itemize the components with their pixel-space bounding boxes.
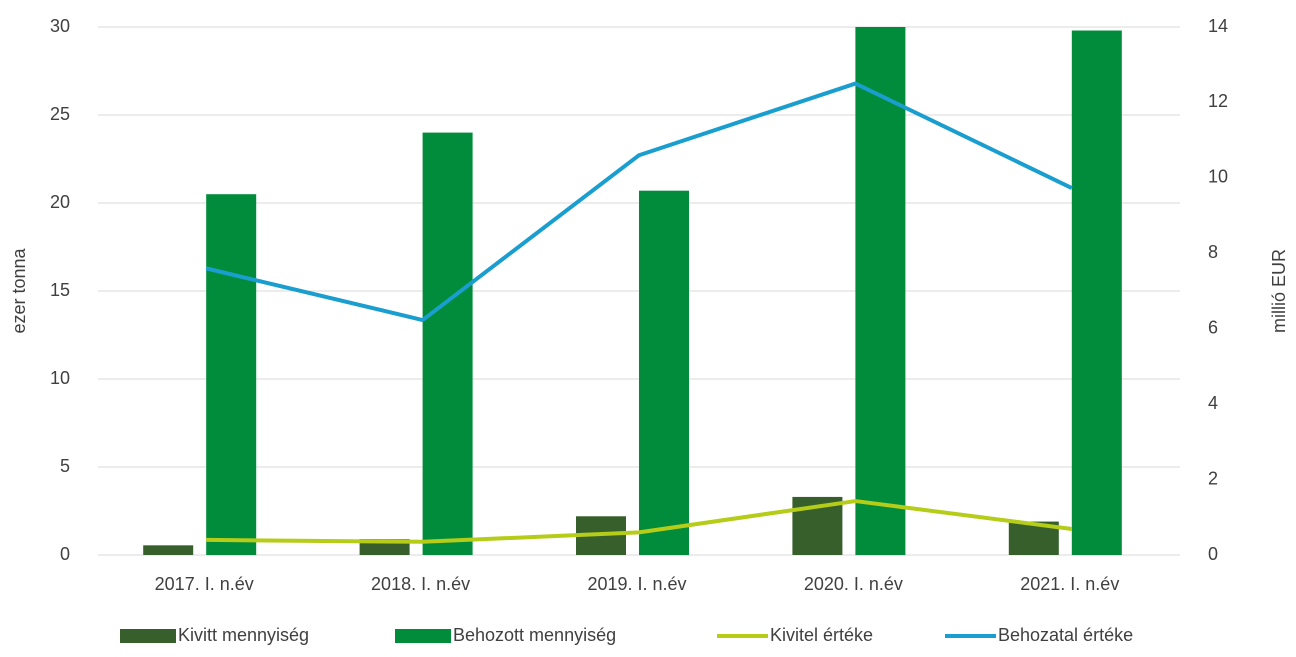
y-tick-label: 10 — [50, 368, 70, 388]
bar — [855, 27, 906, 555]
bar — [143, 545, 194, 555]
y2-tick-label: 0 — [1208, 544, 1218, 564]
y2-tick-label: 8 — [1208, 242, 1218, 262]
y-tick-label: 30 — [50, 16, 70, 36]
legend-label: Behozott mennyiség — [453, 625, 616, 645]
x-tick-label: 2018. I. n.év — [371, 574, 470, 594]
y2-tick-label: 12 — [1208, 91, 1228, 111]
bar — [1071, 30, 1122, 555]
y2-tick-label: 6 — [1208, 317, 1218, 337]
legend-swatch — [395, 629, 451, 643]
y-tick-label: 15 — [50, 280, 70, 300]
y-tick-label: 25 — [50, 104, 70, 124]
bar — [422, 132, 473, 555]
x-tick-label: 2020. I. n.év — [804, 574, 903, 594]
bar — [639, 190, 689, 555]
line — [205, 81, 1073, 323]
legend-label: Kivitt mennyiség — [178, 625, 309, 645]
y2-axis-title: millió EUR — [1269, 249, 1289, 333]
y2-tick-label: 2 — [1208, 468, 1218, 488]
y-tick-label: 5 — [60, 456, 70, 476]
y2-tick-label: 10 — [1208, 167, 1228, 187]
x-tick-label: 2021. I. n.év — [1020, 574, 1119, 594]
y-tick-label: 20 — [50, 192, 70, 212]
bar — [206, 194, 257, 555]
x-tick-label: 2017. I. n.év — [155, 574, 254, 594]
line — [206, 499, 1073, 544]
y-axis-title: ezer tonna — [9, 247, 29, 333]
legend-swatch — [120, 629, 176, 643]
y2-tick-label: 4 — [1208, 393, 1218, 413]
legend-label: Behozatal értéke — [998, 625, 1133, 645]
x-tick-label: 2019. I. n.év — [587, 574, 686, 594]
y-tick-label: 0 — [60, 544, 70, 564]
legend-label: Kivitel értéke — [770, 625, 873, 645]
y2-tick-label: 14 — [1208, 16, 1228, 36]
